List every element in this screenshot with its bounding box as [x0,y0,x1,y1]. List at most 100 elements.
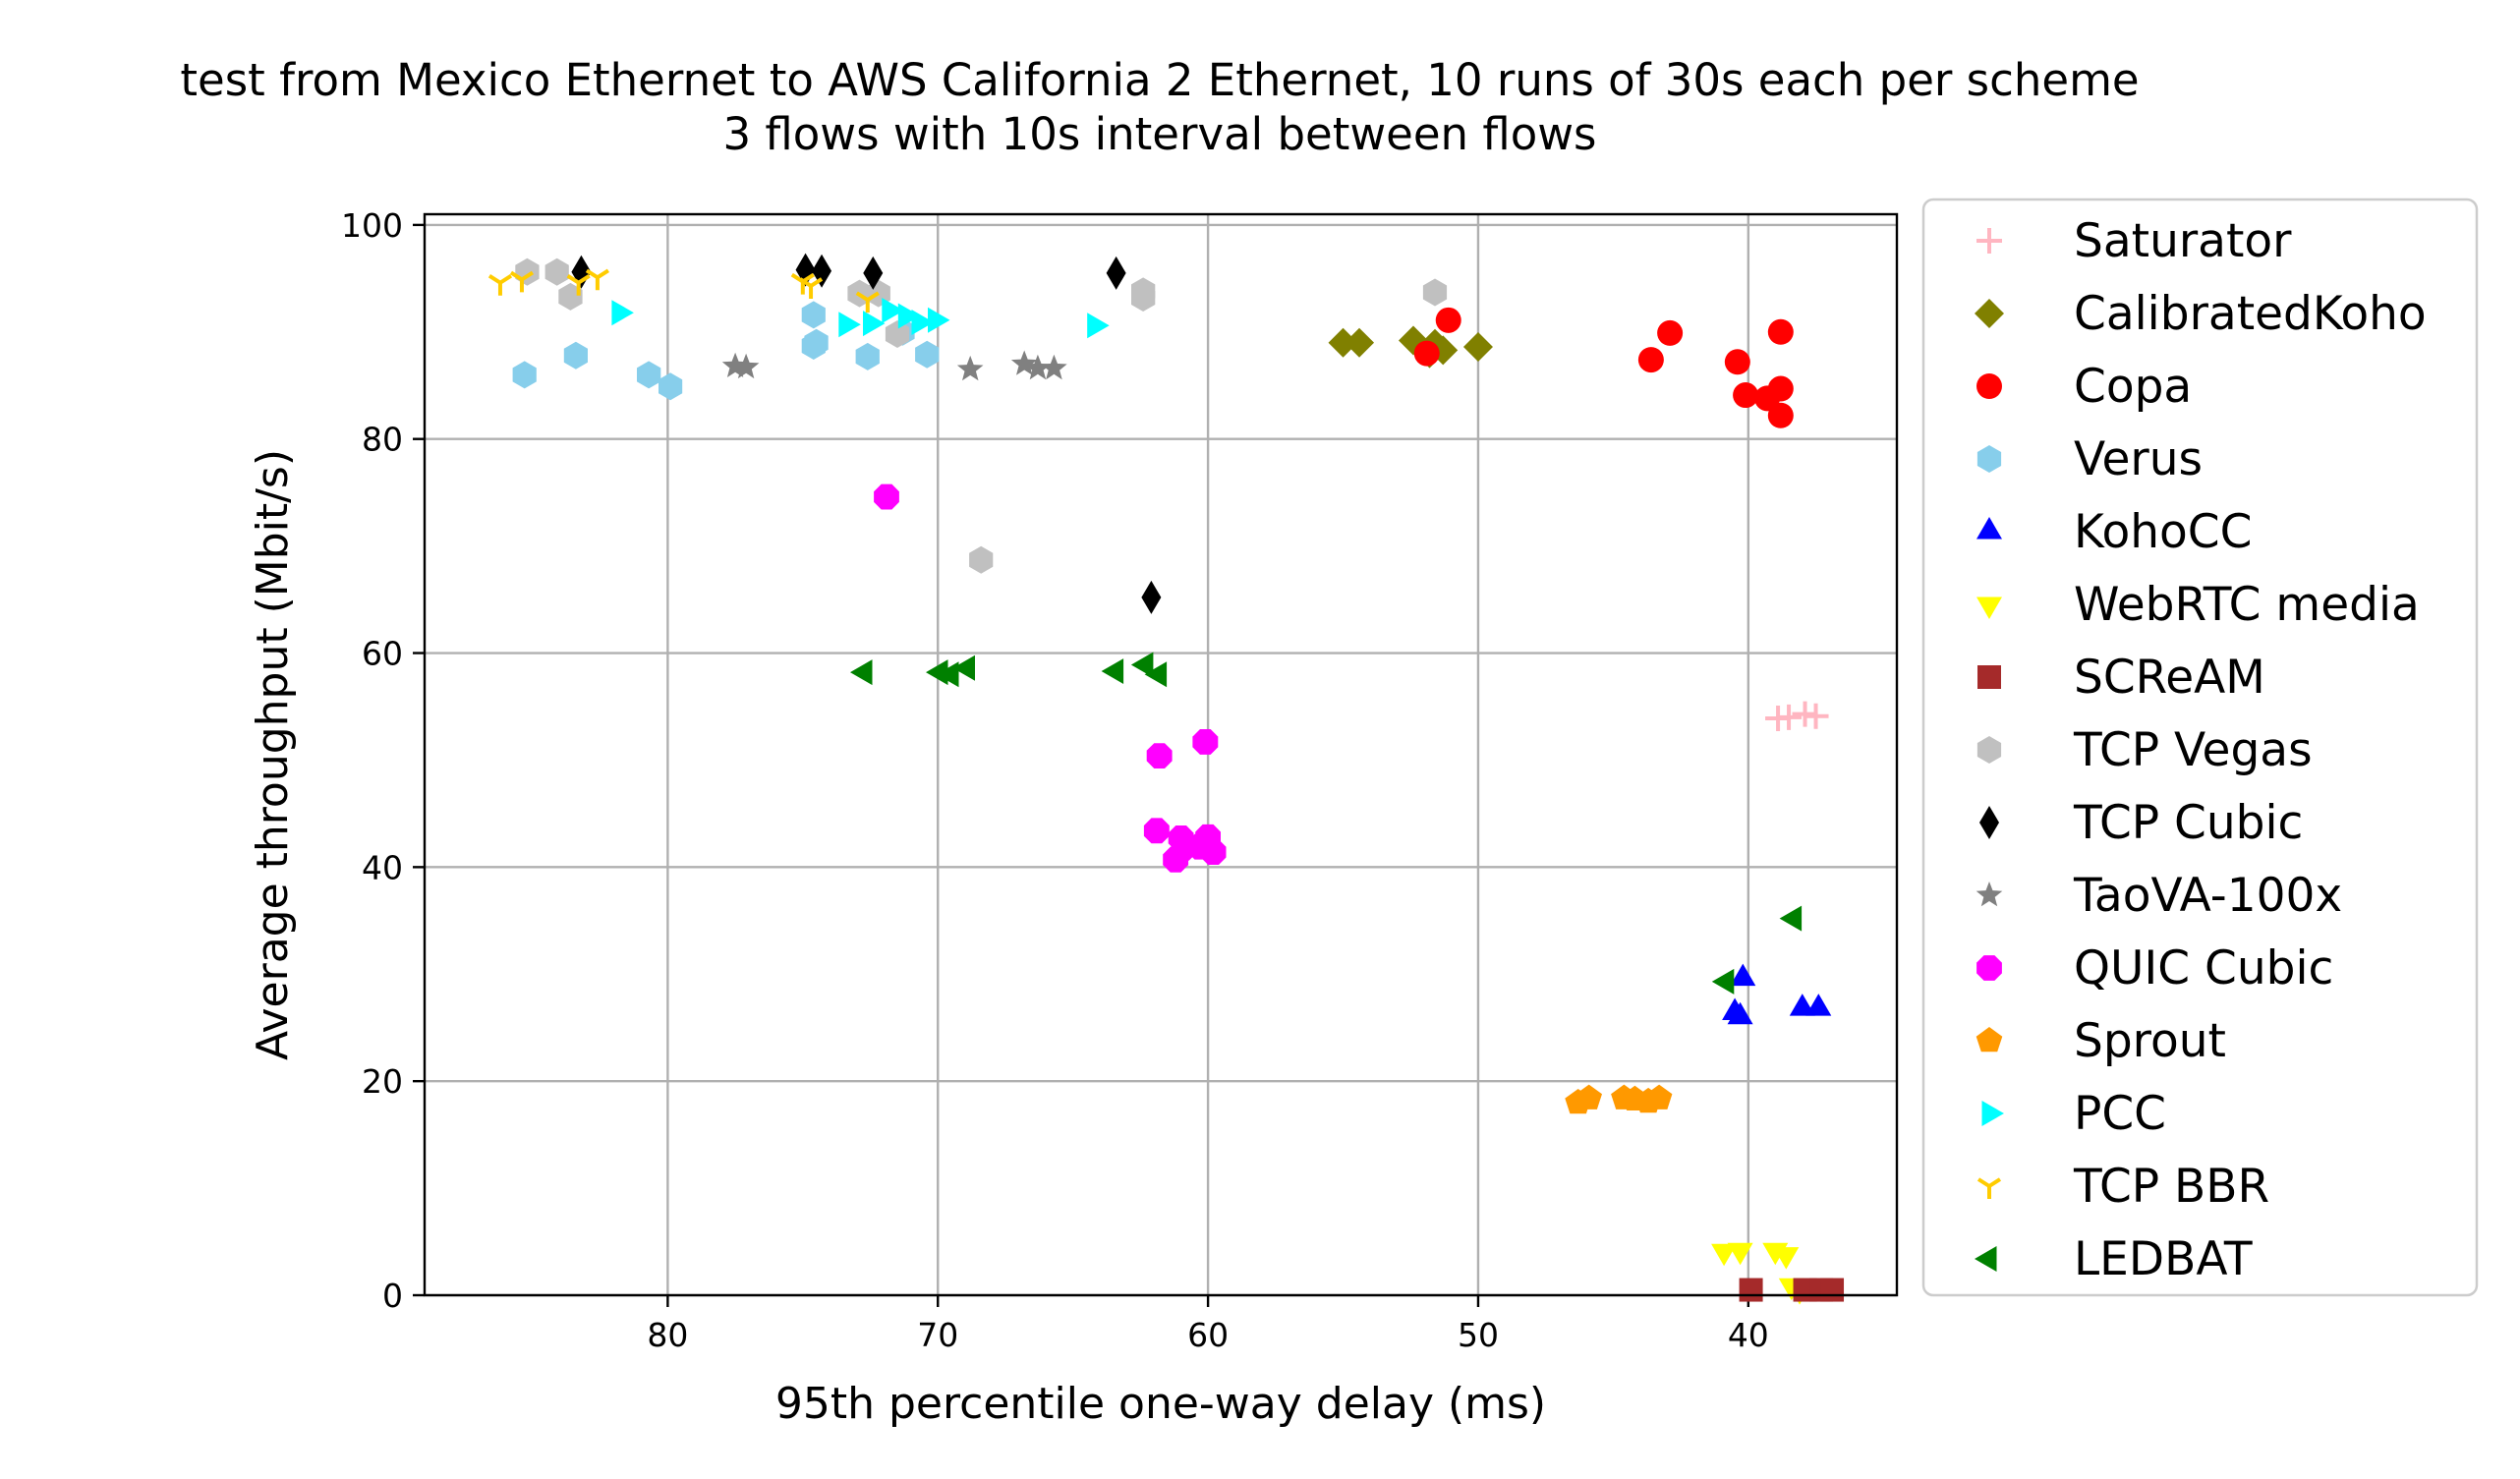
data-point [1575,1084,1602,1109]
chart-subtitle: 3 flows with 10s interval between flows [722,108,1596,160]
legend-marker [1976,1177,2002,1199]
data-point [1041,354,1067,380]
data-point [1765,705,1792,731]
legend-item: QUIC Cubic [1976,941,2333,995]
series-kohocc [1722,963,1832,1025]
legend-item: TCP BBR [1976,1160,2269,1214]
legend-item: CalibratedKoho [1975,287,2427,341]
legend-marker [1976,445,2002,473]
data-point [1767,375,1794,402]
data-point [509,270,535,293]
data-point [926,659,948,686]
legend-item: Sprout [1976,1014,2226,1068]
legend-item: WebRTC media [1976,578,2420,632]
legend-label: TCP Vegas [2073,723,2313,777]
data-point [1141,580,1162,614]
data-point [732,353,760,379]
data-point [1724,349,1750,375]
data-point [558,282,583,311]
data-point [1144,661,1168,688]
data-point [1805,994,1832,1016]
legend-frame [1921,198,2479,1297]
legend-item: PCC [1981,1087,2166,1141]
data-point [1146,743,1173,768]
data-point [1773,1247,1800,1270]
legend-marker [1976,882,2003,907]
data-point [1192,729,1219,755]
legend-marker [1975,299,2004,328]
data-point [855,291,880,313]
legend-label: Sprout [2074,1014,2226,1068]
series-scream [1739,1278,1845,1302]
data-point [812,254,832,288]
data-point [1087,313,1110,339]
data-point [1779,905,1803,932]
data-point [512,361,537,389]
legend-marker [1977,665,2001,689]
data-point [1733,382,1759,409]
data-point [956,355,984,381]
data-point [487,274,513,296]
data-point [863,311,886,337]
data-point [1803,703,1829,729]
data-point [1130,652,1154,678]
data-point [838,312,861,338]
legend-item: LEDBAT [1975,1232,2253,1286]
legend-label: PCC [2074,1087,2166,1141]
y-axis-label: Average throughput (Mbit/s) [248,449,298,1060]
data-point [659,372,683,401]
series-ledbat [850,652,1803,995]
series-copa [1413,307,1794,428]
data-point [563,341,588,370]
y-tick-label: 80 [362,421,403,459]
data-point [1422,278,1448,307]
data-point [850,659,873,686]
data-point [863,256,884,290]
grid [425,214,1897,1297]
data-point [885,320,910,348]
legend-label: TCP BBR [2073,1160,2269,1214]
chart-title: test from Mexico Ethernet to AWS Califor… [180,54,2139,106]
data-point [637,361,661,389]
data-point [882,298,904,323]
x-tick-label: 50 [1458,1316,1499,1354]
data-point [1789,994,1815,1016]
data-point [928,307,950,333]
legend-marker [1979,806,1999,839]
legend-label: LEDBAT [2074,1232,2253,1286]
data-point [1711,968,1735,995]
data-point [1131,277,1156,306]
x-tick-label: 70 [917,1316,958,1354]
data-point [1413,340,1440,367]
data-point [874,484,899,510]
y-tick-label: 100 [341,206,403,245]
legend-marker [1976,228,2002,254]
data-point [1767,318,1794,345]
legend-label: TaoVA-100x [2073,869,2342,923]
legend-label: SCReAM [2074,651,2265,705]
legend-marker [1976,955,2002,981]
series-sprout [1565,1084,1673,1114]
legend-marker [1976,373,2002,399]
legend-label: QUIC Cubic [2074,941,2333,995]
data-point [897,303,921,329]
data-point [1711,1243,1738,1267]
data-point [1106,256,1126,290]
data-point [1645,1084,1673,1109]
y-tick-label: 20 [362,1062,403,1101]
data-point [1792,701,1818,727]
legend-item: SCReAM [1977,651,2265,705]
data-point [1024,354,1052,380]
data-point [1820,1278,1845,1302]
data-point [1101,658,1124,684]
y-tick-label: 60 [362,635,403,673]
series-saturator [1765,701,1829,731]
legend-item: TCP Cubic [1979,796,2303,850]
legend-label: Verus [2074,432,2203,486]
legend-item: Copa [1976,360,2192,414]
x-tick-label: 60 [1187,1316,1229,1354]
x-tick-label: 80 [647,1316,688,1354]
data-point [611,300,634,326]
data-point [566,274,591,296]
legend-label: Copa [2074,360,2192,414]
